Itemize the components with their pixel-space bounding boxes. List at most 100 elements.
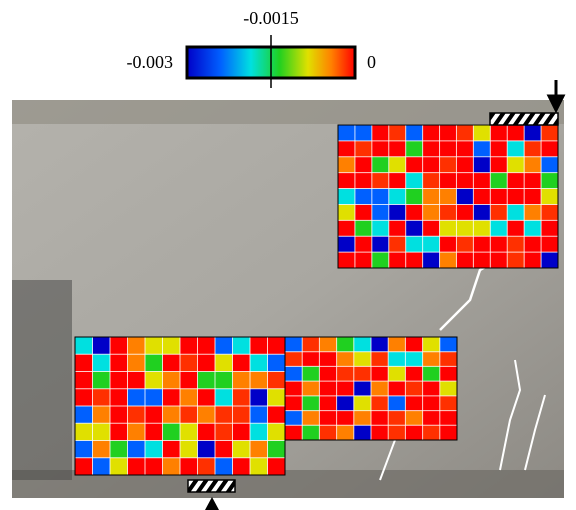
- strain-cell: [507, 157, 524, 173]
- strain-cell: [371, 396, 389, 411]
- strain-cell: [371, 411, 389, 426]
- strain-cell: [524, 125, 541, 141]
- strain-cell: [233, 354, 251, 372]
- strain-cell: [250, 458, 268, 476]
- strain-cell: [423, 173, 440, 189]
- strain-cell: [75, 389, 93, 407]
- strain-cell: [128, 372, 146, 390]
- strain-cell: [128, 354, 146, 372]
- strain-cell: [507, 204, 524, 220]
- strain-cell: [473, 220, 490, 236]
- strain-cell: [355, 236, 372, 252]
- strain-cell: [490, 204, 507, 220]
- strain-cell: [250, 423, 268, 441]
- strain-cell: [110, 423, 128, 441]
- strain-cell: [423, 337, 441, 352]
- strain-cell: [524, 173, 541, 189]
- strain-cell: [75, 372, 93, 390]
- strain-cell: [423, 204, 440, 220]
- strain-cell: [389, 173, 406, 189]
- strain-cell: [541, 236, 558, 252]
- strain-cell: [75, 354, 93, 372]
- strain-cell: [233, 441, 251, 459]
- strain-cell: [507, 220, 524, 236]
- strain-cell: [215, 423, 233, 441]
- strain-cell: [524, 236, 541, 252]
- strain-cell: [372, 157, 389, 173]
- strain-cell: [110, 406, 128, 424]
- strain-cell: [180, 389, 198, 407]
- strain-cell: [285, 366, 303, 381]
- strain-cell: [507, 252, 524, 268]
- tick-label: 0: [367, 52, 376, 72]
- strain-cell: [473, 173, 490, 189]
- strain-cell: [93, 441, 111, 459]
- strain-cell: [490, 220, 507, 236]
- strain-cell: [406, 157, 423, 173]
- strain-cell: [302, 425, 320, 440]
- strain-cell: [355, 157, 372, 173]
- strain-cell: [163, 337, 181, 355]
- strain-cell: [180, 441, 198, 459]
- strain-cell: [354, 352, 372, 367]
- strain-cell: [302, 381, 320, 396]
- strain-cell: [490, 141, 507, 157]
- strain-cell: [250, 406, 268, 424]
- strain-cell: [388, 352, 406, 367]
- strain-cell: [524, 220, 541, 236]
- strain-cell: [285, 337, 303, 352]
- strain-cell: [268, 389, 286, 407]
- strain-cell: [250, 372, 268, 390]
- tick-label: -0.0015: [243, 8, 299, 28]
- strain-cell: [250, 354, 268, 372]
- strain-cell: [423, 252, 440, 268]
- strain-cell: [250, 337, 268, 355]
- strain-cell: [338, 125, 355, 141]
- strain-cell: [338, 204, 355, 220]
- strain-cell: [456, 157, 473, 173]
- strain-cell: [541, 157, 558, 173]
- strain-cell: [490, 125, 507, 141]
- strain-cell: [355, 220, 372, 236]
- strain-cell: [302, 396, 320, 411]
- strain-cell: [456, 236, 473, 252]
- strain-cell: [215, 406, 233, 424]
- strain-cell: [75, 406, 93, 424]
- strain-cell: [338, 189, 355, 205]
- strain-cell: [524, 189, 541, 205]
- strain-cell: [110, 372, 128, 390]
- strain-cell: [372, 204, 389, 220]
- strain-cell: [337, 381, 355, 396]
- strain-cell: [110, 354, 128, 372]
- strain-cell: [233, 406, 251, 424]
- strain-cell: [215, 389, 233, 407]
- strain-cell: [423, 189, 440, 205]
- strain-cell: [423, 425, 441, 440]
- reaction-arrow: [205, 497, 219, 510]
- strain-cell: [507, 125, 524, 141]
- strain-cell: [180, 458, 198, 476]
- strain-cell: [423, 352, 441, 367]
- strain-cell: [75, 441, 93, 459]
- strain-cell: [163, 458, 181, 476]
- strain-cell: [198, 441, 216, 459]
- strain-cell: [473, 189, 490, 205]
- strain-cell: [440, 381, 458, 396]
- strain-cell: [319, 337, 337, 352]
- strain-cell: [233, 372, 251, 390]
- strain-cell: [405, 411, 423, 426]
- strain-cell: [440, 189, 457, 205]
- strain-cell: [423, 396, 441, 411]
- strain-cell: [440, 125, 457, 141]
- strain-cell: [456, 189, 473, 205]
- strain-cell: [389, 236, 406, 252]
- strain-cell: [337, 352, 355, 367]
- strain-cell: [233, 337, 251, 355]
- strain-cell: [198, 337, 216, 355]
- strain-cell: [128, 441, 146, 459]
- strain-cell: [145, 354, 163, 372]
- strain-cell: [389, 220, 406, 236]
- strain-cell: [490, 173, 507, 189]
- strain-cell: [372, 125, 389, 141]
- strain-cell: [371, 337, 389, 352]
